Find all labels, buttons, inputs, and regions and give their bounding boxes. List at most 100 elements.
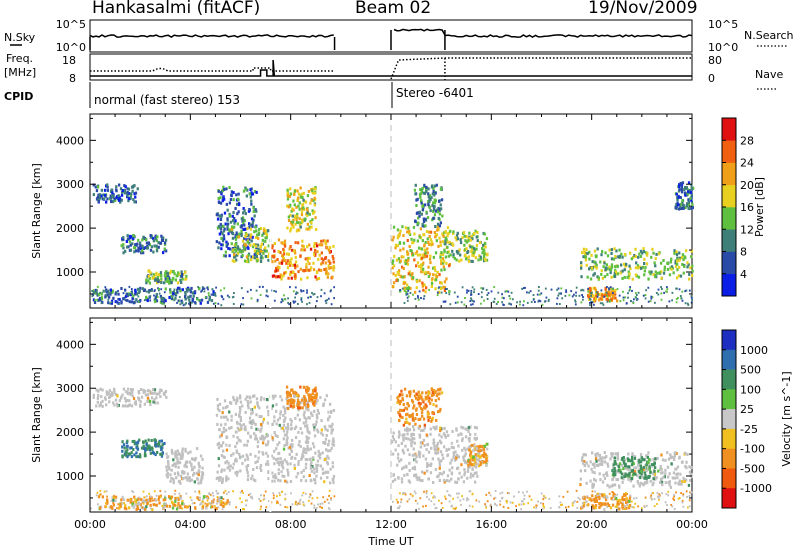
range-cell xyxy=(595,499,599,503)
range-cell xyxy=(392,264,396,268)
range-cell xyxy=(601,493,604,497)
range-cell xyxy=(222,185,225,189)
range-cell xyxy=(426,395,429,399)
range-cell xyxy=(436,222,440,226)
range-cell xyxy=(305,227,308,231)
range-cell xyxy=(148,446,151,450)
range-cell xyxy=(617,255,620,259)
range-cell xyxy=(392,431,395,435)
range-cell xyxy=(304,479,308,483)
range-cell xyxy=(191,502,194,505)
range-cell xyxy=(232,198,235,202)
range-cell xyxy=(433,447,436,451)
range-cell xyxy=(681,501,684,504)
range-cell xyxy=(218,428,221,432)
range-cell xyxy=(327,272,330,276)
range-cell xyxy=(455,238,458,242)
range-cell xyxy=(427,192,430,196)
range-cell xyxy=(437,474,440,478)
range-cell xyxy=(468,439,471,443)
range-cell xyxy=(648,270,651,274)
scatter-region xyxy=(145,269,188,285)
range-cell xyxy=(240,232,243,236)
range-cell xyxy=(431,192,434,196)
range-cell xyxy=(326,275,329,279)
range-cell xyxy=(631,458,634,462)
range-cell xyxy=(421,281,424,285)
range-cell xyxy=(666,451,669,455)
range-cell xyxy=(238,232,241,236)
range-cell xyxy=(430,419,433,423)
range-cell xyxy=(213,292,217,296)
range-cell xyxy=(408,498,411,501)
range-cell xyxy=(394,448,397,452)
range-cell xyxy=(153,398,156,402)
range-cell xyxy=(135,249,138,253)
range-cell xyxy=(636,264,640,268)
range-cell xyxy=(633,455,637,459)
range-cell xyxy=(640,460,643,464)
range-cell xyxy=(436,228,439,232)
range-cell xyxy=(199,454,203,458)
range-cell xyxy=(166,272,169,276)
range-cell xyxy=(435,394,439,398)
range-cell xyxy=(422,191,425,195)
range-cell xyxy=(172,477,175,481)
scatter-region xyxy=(396,387,444,427)
range-cell xyxy=(456,301,459,304)
range-cell xyxy=(469,433,472,436)
range-cell xyxy=(298,217,301,221)
range-cell xyxy=(307,408,310,412)
range-cell xyxy=(272,396,275,400)
range-cell xyxy=(184,476,187,480)
range-cell xyxy=(622,467,625,471)
range-cell xyxy=(616,499,619,503)
range-cell xyxy=(284,416,287,420)
range-cell xyxy=(470,292,473,294)
range-cell xyxy=(135,508,138,511)
range-cell xyxy=(99,506,102,510)
range-cell xyxy=(261,435,265,439)
range-cell xyxy=(593,296,596,300)
range-cell xyxy=(263,494,265,497)
range-cell xyxy=(314,394,317,397)
range-cell xyxy=(236,399,239,403)
range-cell xyxy=(259,499,262,502)
range-cell xyxy=(446,240,449,244)
range-cell xyxy=(482,249,486,253)
range-cell xyxy=(256,445,259,449)
range-cell xyxy=(612,466,615,470)
range-cell xyxy=(167,465,171,469)
range-cell xyxy=(464,448,467,452)
range-cell xyxy=(236,245,240,249)
range-cell xyxy=(410,249,413,253)
range-cell xyxy=(145,442,148,446)
range-cell xyxy=(280,277,283,281)
range-cell xyxy=(302,447,305,451)
range-cell xyxy=(224,461,227,465)
range-cell xyxy=(610,484,613,488)
range-cell xyxy=(461,236,464,240)
range-cell xyxy=(493,297,496,300)
range-cell xyxy=(97,394,100,398)
range-cell xyxy=(622,459,625,463)
range-cell xyxy=(218,435,222,439)
range-cell xyxy=(233,292,235,294)
range-cell xyxy=(181,454,184,458)
range-cell xyxy=(326,498,329,501)
range-cell xyxy=(112,498,115,502)
nave-tick-bottom: 0 xyxy=(708,72,715,85)
range-cell xyxy=(133,184,136,188)
range-cell xyxy=(151,508,154,512)
range-cell xyxy=(306,289,308,292)
range-cell xyxy=(166,277,169,280)
range-cell xyxy=(671,476,674,480)
range-cell xyxy=(590,253,593,257)
range-cell xyxy=(116,394,119,398)
range-cell xyxy=(250,477,253,481)
range-cell xyxy=(270,454,273,458)
range-cell xyxy=(580,264,583,268)
range-cell xyxy=(115,402,119,406)
range-cell xyxy=(241,254,244,257)
range-cell xyxy=(482,243,485,247)
